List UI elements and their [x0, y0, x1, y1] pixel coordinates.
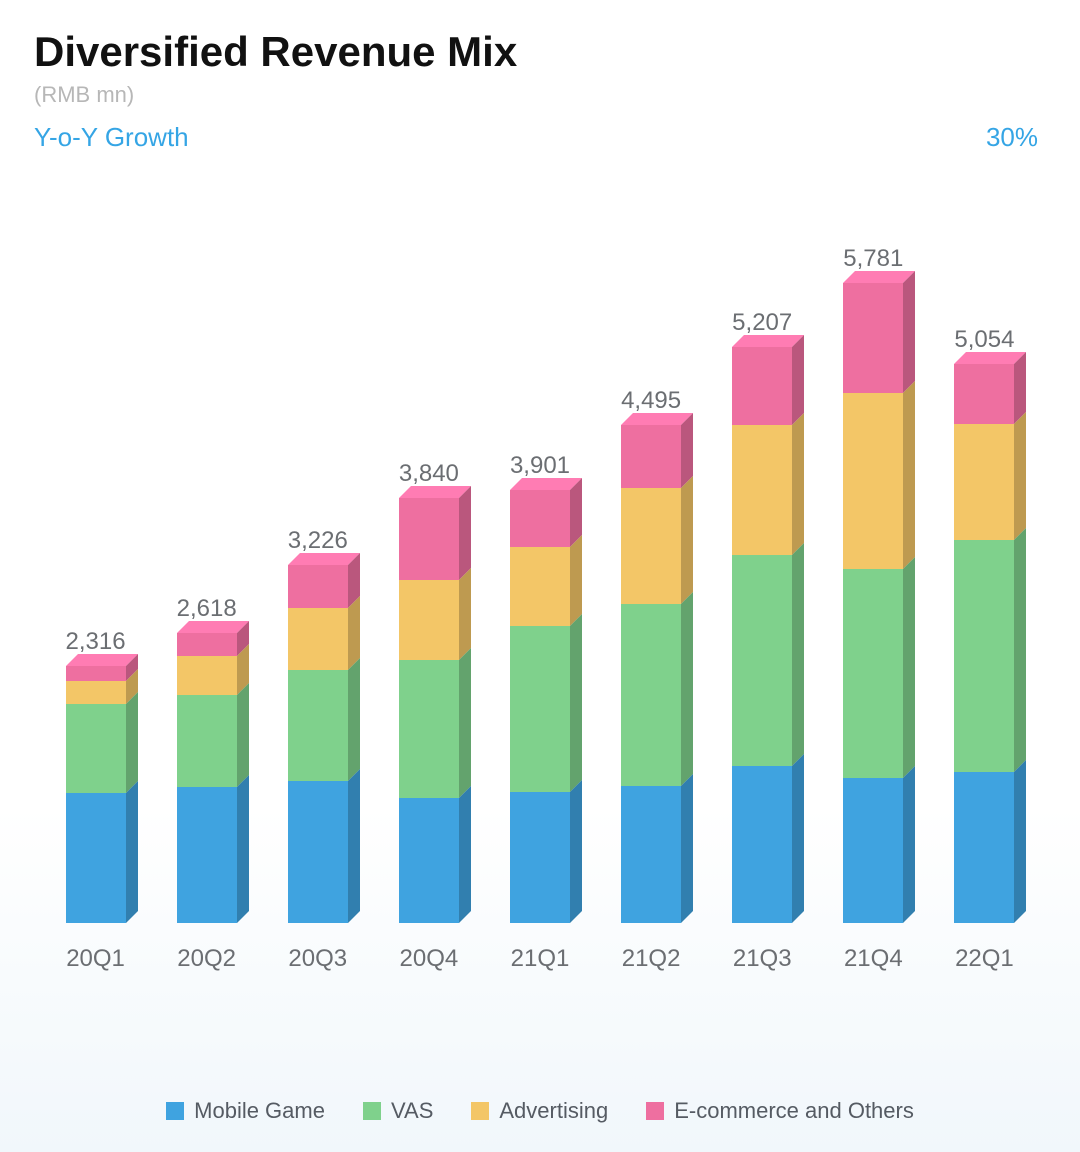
bar-segment-advertising: [954, 424, 1014, 540]
legend-label: Advertising: [499, 1098, 608, 1124]
bar-total-label: 5,207: [732, 309, 792, 337]
bar-segment-advertising: [621, 488, 681, 604]
bar-segment-ecommerce: [288, 565, 348, 608]
bar-segment-mobile_game: [66, 793, 126, 923]
legend-label: VAS: [391, 1098, 433, 1124]
stacked-bar: [732, 347, 792, 923]
legend-item-ecommerce: E-commerce and Others: [646, 1098, 914, 1124]
bar-segment-advertising: [177, 656, 237, 695]
category-label: 20Q3: [288, 945, 347, 973]
chart-title: Diversified Revenue Mix: [34, 28, 1046, 76]
legend-swatch: [646, 1102, 664, 1120]
stacked-bar: [288, 565, 348, 923]
bar-segment-advertising: [732, 425, 792, 555]
legend-item-vas: VAS: [363, 1098, 433, 1124]
bar-column: 2,316 20Q1: [56, 628, 136, 973]
bar-segment-advertising: [843, 393, 903, 569]
bar-segment-mobile_game: [399, 798, 459, 923]
bar-column: 5,207 21Q3: [722, 309, 802, 973]
stacked-bar: [843, 283, 903, 923]
bar-segment-ecommerce: [954, 364, 1014, 424]
legend-swatch: [471, 1102, 489, 1120]
stacked-bar: [510, 490, 570, 923]
bar-total-label: 3,901: [510, 452, 570, 480]
bar-segment-vas: [843, 569, 903, 778]
stacked-bar: [621, 425, 681, 923]
category-label: 21Q3: [733, 945, 792, 973]
category-label: 22Q1: [955, 945, 1014, 973]
unit-label: (RMB mn): [34, 82, 1046, 108]
bar-segment-vas: [732, 555, 792, 766]
legend-item-advertising: Advertising: [471, 1098, 608, 1124]
revenue-chart: 2,316 20Q1 2,618 20Q2 3,226 20Q3 3,840 20Q4 3,90…: [40, 237, 1040, 1017]
chart-page: Diversified Revenue Mix (RMB mn) Y-o-Y G…: [0, 0, 1080, 1152]
bar-segment-ecommerce: [399, 498, 459, 580]
bar-segment-mobile_game: [621, 786, 681, 923]
bar-segment-ecommerce: [510, 490, 570, 547]
category-label: 20Q1: [66, 945, 125, 973]
bar-segment-advertising: [399, 580, 459, 660]
bar-segment-advertising: [288, 608, 348, 670]
bar-column: 2,618 20Q2: [167, 595, 247, 973]
bar-segment-mobile_game: [510, 792, 570, 923]
bar-column: 3,840 20Q4: [389, 460, 469, 973]
legend-swatch: [363, 1102, 381, 1120]
bar-segment-vas: [177, 695, 237, 787]
legend-label: E-commerce and Others: [674, 1098, 914, 1124]
bar-segment-mobile_game: [288, 781, 348, 923]
growth-label: Y-o-Y Growth: [34, 122, 189, 153]
bar-segment-ecommerce: [732, 347, 792, 425]
bar-total-label: 2,316: [66, 628, 126, 656]
bar-segment-ecommerce: [621, 425, 681, 488]
bar-segment-vas: [66, 704, 126, 793]
bar-column: 4,495 21Q2: [611, 387, 691, 973]
bar-column: 5,054 22Q1: [944, 326, 1024, 973]
bar-segment-advertising: [66, 681, 126, 704]
bar-segment-mobile_game: [177, 787, 237, 923]
bar-segment-vas: [621, 604, 681, 786]
bar-segment-ecommerce: [843, 283, 903, 393]
stacked-bar: [66, 666, 126, 923]
bar-total-label: 2,618: [177, 595, 237, 623]
bar-segment-vas: [954, 540, 1014, 772]
bar-column: 3,901 21Q1: [500, 452, 580, 973]
category-label: 21Q2: [622, 945, 681, 973]
legend-swatch: [166, 1102, 184, 1120]
growth-row: Y-o-Y Growth 30%: [34, 122, 1046, 153]
legend-label: Mobile Game: [194, 1098, 325, 1124]
category-label: 21Q4: [844, 945, 903, 973]
bar-total-label: 5,781: [843, 245, 903, 273]
legend: Mobile Game VAS Advertising E-commerce and …: [0, 1098, 1080, 1124]
bar-segment-mobile_game: [954, 772, 1014, 923]
bar-segment-mobile_game: [843, 778, 903, 923]
bar-total-label: 5,054: [954, 326, 1014, 354]
bar-segment-vas: [510, 626, 570, 792]
bar-column: 3,226 20Q3: [278, 527, 358, 973]
category-label: 20Q2: [177, 945, 236, 973]
bar-segment-ecommerce: [177, 633, 237, 656]
stacked-bar: [954, 364, 1014, 923]
bar-total-label: 4,495: [621, 387, 681, 415]
stacked-bar: [399, 498, 459, 923]
bar-segment-vas: [399, 660, 459, 798]
bar-segment-ecommerce: [66, 666, 126, 681]
bar-segment-advertising: [510, 547, 570, 626]
legend-item-mobile_game: Mobile Game: [166, 1098, 325, 1124]
category-label: 21Q1: [511, 945, 570, 973]
growth-value: 30%: [986, 122, 1046, 153]
bar-segment-vas: [288, 670, 348, 781]
stacked-bar: [177, 633, 237, 923]
bar-total-label: 3,226: [288, 527, 348, 555]
bar-total-label: 3,840: [399, 460, 459, 488]
category-label: 20Q4: [400, 945, 459, 973]
bar-segment-mobile_game: [732, 766, 792, 923]
bar-column: 5,781 21Q4: [833, 245, 913, 973]
